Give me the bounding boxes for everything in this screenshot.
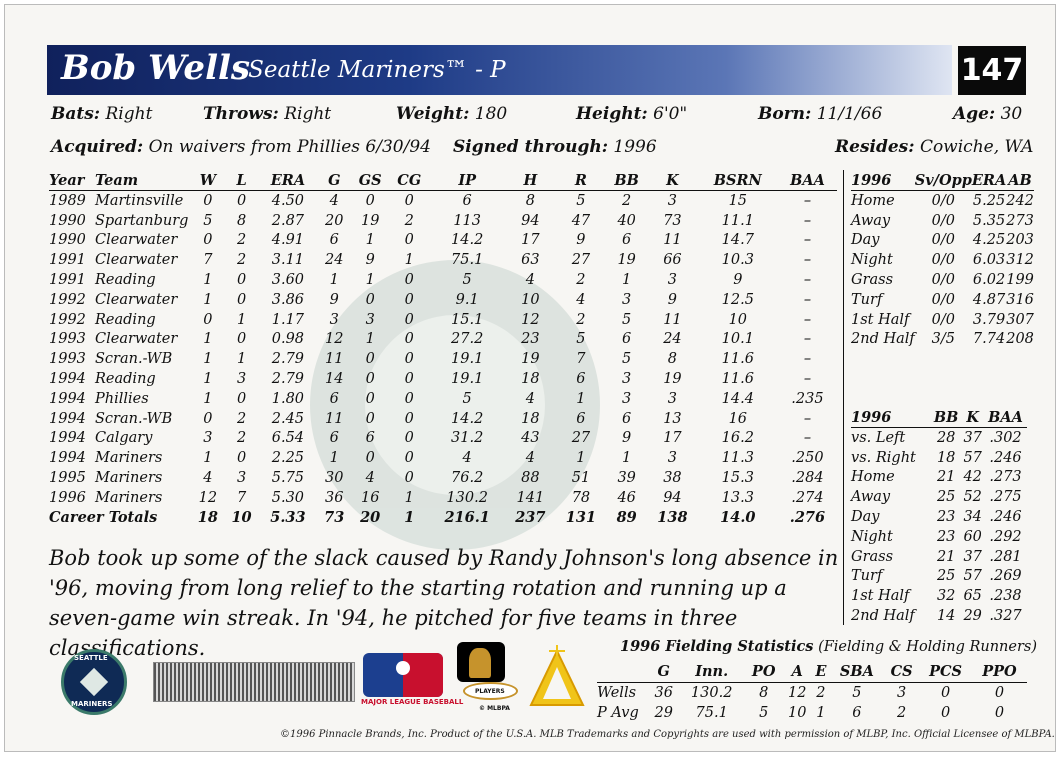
table-row: 1995 Mariners 4 3 5.75 30 4 0 76.2 88 51 39 38 15.3.2… <box>49 470 824 487</box>
table-row: 1994 Reading 1 3 2.79 14 0 0 19.1 18 6 3 19 11.6– <box>49 371 812 388</box>
col-team: Team <box>95 170 191 191</box>
col-k: K <box>647 170 698 191</box>
table-row: Away 25 52.275 <box>851 489 1022 506</box>
weight: Weight: 180 <box>396 104 508 124</box>
mlbpa-players-text: PLAYERS <box>475 688 505 695</box>
table-row: 1994 Phillies 1 0 1.80 6 0 0 5 4 1 3 3 14.4.235 <box>49 390 824 407</box>
table-row: P Avg 29 75.1 5 10 1 6 2 0 0 <box>597 705 1005 721</box>
mlbpa-mark-text: © MLBPA <box>479 705 510 712</box>
table-row: Turf 25 57.269 <box>851 568 1022 585</box>
col-ip: IP <box>429 170 506 191</box>
table-row: 1989 Martinsville 0 0 4.50 4 0 0 6 8 5 2 3 15– <box>49 192 812 209</box>
table-row: 1990 Spartanburg 5 8 2.87 20 19 2 113 94 47 40 73 11.… <box>49 212 812 229</box>
col-baa: BAA <box>777 170 837 191</box>
team-position: - Seattle Mariners™ - P <box>233 57 506 83</box>
career-rows: 1989 Martinsville 0 0 4.50 4 0 0 6 8 5 2 3 15– 1990 Sp… <box>49 191 837 528</box>
mariners-logo-bottom-text: MARINERS <box>71 700 113 708</box>
signed-through: Signed through: 1996 <box>453 137 657 157</box>
mlb-logo-text: MAJOR LEAGUE BASEBALL <box>361 698 464 706</box>
career-header-row: Year Team W L ERA G GS CG IP H R BB K BS… <box>49 170 837 191</box>
col-bb: BB <box>606 170 648 191</box>
table-row: Night 0/0 6.03 312 <box>851 252 1034 269</box>
col-cg: CG <box>389 170 430 191</box>
bats: Bats: Right <box>51 104 153 124</box>
table-row: 1991 Reading 1 0 3.60 1 1 0 5 4 2 1 3 9– <box>49 272 812 289</box>
throws: Throws: Right <box>203 104 332 124</box>
col-l: L <box>224 170 259 191</box>
table-row: 1994 Scran.-WB 0 2 2.45 11 0 0 14.2 18 6 6 13 16– <box>49 410 812 427</box>
table-row: Turf 0/0 4.87 316 <box>851 291 1034 308</box>
resides: Resides: Cowiche, WA <box>835 137 1034 157</box>
table-row: 2nd Half 14 29.327 <box>851 608 1022 625</box>
table-row: Night 23 60.292 <box>851 528 1022 545</box>
col-bsrn: BSRN <box>697 170 778 191</box>
col-h: H <box>505 170 556 191</box>
table-row: Grass 21 37.281 <box>851 548 1022 565</box>
age: Age: 30 <box>953 104 1023 124</box>
table-row: Wells 36 130.2 8 12 2 5 3 0 0 <box>597 685 1005 701</box>
table-row: 1992 Reading 0 1 1.17 3 3 0 15.1 12 2 5 11 10– <box>49 311 812 328</box>
splits-divider <box>843 170 844 625</box>
height: Height: 6'0" <box>576 104 688 124</box>
table-row: Day 23 34.246 <box>851 509 1022 526</box>
table-row: 1991 Clearwater 7 2 3.11 24 9 1 75.1 63 27 19 66 10.3… <box>49 252 812 269</box>
mariners-logo-top-text: SEATTLE <box>74 654 108 662</box>
career-totals-row: Career Totals 18 10 5.33 73 20 1 216.1 237 131 89 1… <box>49 509 826 527</box>
player-blurb: Bob took up some of the slack caused by … <box>49 546 839 660</box>
mlb-logo <box>363 653 443 697</box>
acquired: Acquired: On waivers from Phillies 6/30/… <box>51 137 431 157</box>
table-row: 1993 Scran.-WB 1 1 2.79 11 0 0 19.1 19 7 5 8 11.6– <box>49 351 812 368</box>
col-g: G <box>317 170 352 191</box>
table-row: 2nd Half 3/5 7.74 208 <box>851 331 1034 348</box>
col-r: R <box>555 170 607 191</box>
table-row: Day 0/0 4.25 203 <box>851 232 1034 249</box>
table-row: Away 0/0 5.35 273 <box>851 212 1034 229</box>
table-row: 1st Half 0/0 3.79 307 <box>851 311 1034 328</box>
copyright-notice: ©1996 Pinnacle Brands, Inc. Product of t… <box>280 729 1055 740</box>
table-row: vs. Left 28 37.302 <box>851 429 1022 446</box>
splits-batting-table: 1996 BB K BAA vs. Left 28 37.302 vs. Right 18 5… <box>851 407 1027 626</box>
born: Born: 11/1/66 <box>758 104 883 124</box>
splits-pitching-table: 1996 Sv/Opp ERA AB Home 0/0 5.25 242 Away 0/0 5.… <box>851 170 1034 348</box>
table-row: vs. Right 18 57.246 <box>851 449 1022 466</box>
col-year: Year <box>49 170 95 191</box>
player-name: Bob Wells <box>61 48 251 88</box>
mariners-watermark-logo <box>310 260 600 550</box>
col-w: W <box>191 170 225 191</box>
table-row: 1992 Clearwater 1 0 3.86 9 0 0 9.1 10 4 3 9 12.5– <box>49 291 812 308</box>
table-row: Home 21 42.273 <box>851 469 1022 486</box>
table-row: Grass 0/0 6.02 199 <box>851 272 1034 289</box>
card-number: 147 <box>958 46 1026 95</box>
baseball-card-back: Bob Wells - Seattle Mariners™ - P 147 Ba… <box>4 4 1056 752</box>
pinnacle-logo <box>529 645 585 706</box>
table-row: Home 0/0 5.25 242 <box>851 192 1034 209</box>
col-gs: GS <box>351 170 390 191</box>
fielding-title: 1996 Fielding Statistics (Fielding & Hol… <box>620 638 1038 655</box>
table-row: 1990 Clearwater 0 2 4.91 6 1 0 14.2 17 9 6 11 14.7– <box>49 232 812 249</box>
table-row: 1993 Clearwater 1 0 0.98 12 1 0 27.2 23 5 6 24 10.1– <box>49 331 812 348</box>
career-stats-table: Year Team W L ERA G GS CG IP H R BB K BS… <box>49 170 837 528</box>
mariners-logo <box>61 649 127 715</box>
mlbpa-logo <box>453 642 523 706</box>
hologram-strip <box>153 662 355 702</box>
table-row: 1996 Mariners 12 7 5.30 36 16 1 130.2 141 78 46 94 13… <box>49 489 824 506</box>
col-era: ERA <box>258 170 318 191</box>
table-row: 1994 Mariners 1 0 2.25 1 0 0 4 4 1 1 3 11.3.250 <box>49 450 824 467</box>
table-row: 1st Half 32 65.238 <box>851 588 1022 605</box>
header-bar <box>47 45 952 95</box>
fielding-table: G Inn. PO A E SBA CS PCS PPO Wells 36 130.2 8 12 2 5… <box>597 660 1027 723</box>
table-row: 1994 Calgary 3 2 6.54 6 6 0 31.2 43 27 9 17 16.2– <box>49 430 812 447</box>
